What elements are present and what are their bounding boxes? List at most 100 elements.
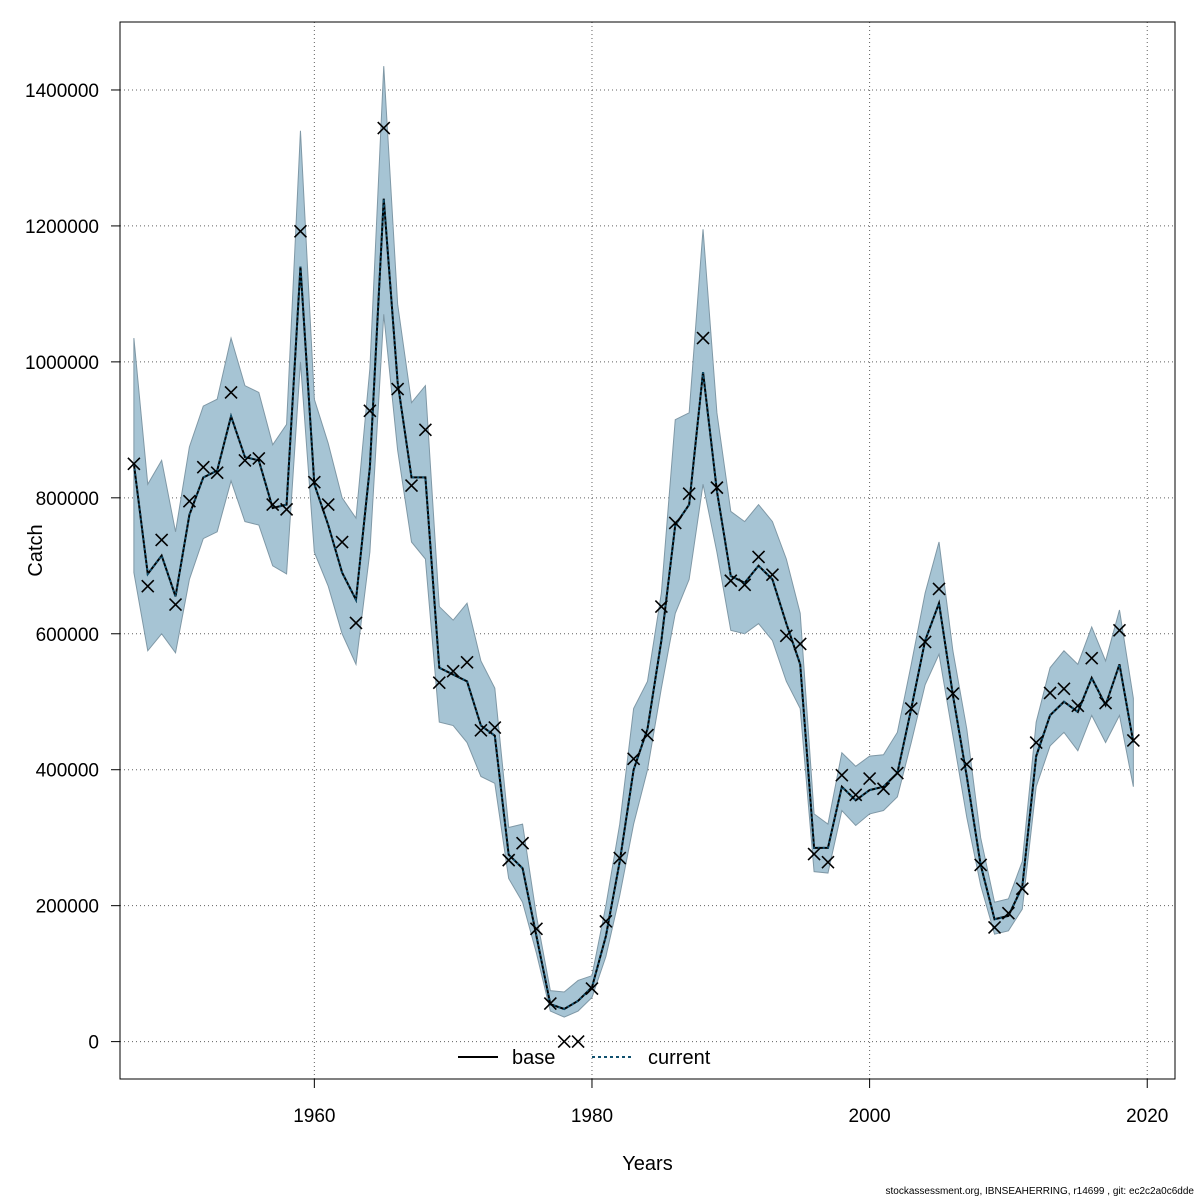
obs-point-2004 bbox=[918, 635, 932, 649]
legend-current-label: current bbox=[648, 1047, 711, 1069]
obs-point-2002 bbox=[890, 766, 904, 780]
obs-point-1948 bbox=[141, 579, 155, 593]
y-tick-label-0: 0 bbox=[88, 1033, 99, 1054]
x-tick-label-2: 2000 bbox=[848, 1106, 890, 1127]
obs-point-1981 bbox=[599, 914, 613, 928]
obs-point-1949 bbox=[155, 533, 169, 547]
obs-point-1961 bbox=[321, 498, 335, 512]
x-tick-label-1: 1980 bbox=[571, 1106, 613, 1127]
obs-point-1979 bbox=[571, 1035, 585, 1049]
obs-point-2003 bbox=[904, 701, 918, 716]
y-tick-label-7: 1400000 bbox=[25, 81, 99, 102]
obs-point-2017 bbox=[1099, 696, 1113, 710]
y-axis: 0 200000 400000 600000 800000 1000000 1200000 1… bbox=[25, 81, 120, 1054]
obs-point-1966 bbox=[391, 382, 405, 396]
obs-point-2001 bbox=[876, 782, 891, 796]
y-tick-label-4: 800000 bbox=[36, 489, 99, 510]
legend: base current bbox=[458, 1047, 711, 1069]
obs-point-1972 bbox=[474, 723, 488, 737]
obs-point-2006 bbox=[946, 687, 960, 701]
obs-point-1974 bbox=[502, 853, 516, 867]
obs-point-2018 bbox=[1112, 623, 1127, 637]
obs-point-1968 bbox=[418, 423, 432, 437]
obs-point-1986 bbox=[668, 516, 682, 530]
obs-point-1989 bbox=[710, 481, 724, 495]
obs-point-1999 bbox=[849, 788, 863, 802]
obs-point-1954 bbox=[224, 385, 238, 400]
x-tick-label-3: 2020 bbox=[1126, 1106, 1168, 1127]
y-tick-label-1: 200000 bbox=[36, 897, 99, 918]
y-tick-label-6: 1200000 bbox=[25, 217, 99, 238]
obs-point-1995 bbox=[793, 637, 807, 651]
obs-point-1973 bbox=[488, 721, 502, 735]
obs-point-1953 bbox=[210, 466, 224, 480]
obs-point-1994 bbox=[779, 629, 793, 643]
obs-point-2009 bbox=[987, 920, 1002, 934]
obs-point-1983 bbox=[627, 752, 641, 766]
plot-frame bbox=[119, 21, 1176, 1080]
obs-point-2010 bbox=[1001, 906, 1015, 920]
obs-point-1956 bbox=[252, 451, 266, 465]
obs-point-2008 bbox=[974, 858, 988, 872]
obs-point-1990 bbox=[724, 574, 738, 588]
obs-point-1991 bbox=[738, 578, 752, 592]
obs-point-1982 bbox=[613, 851, 627, 865]
obs-point-1987 bbox=[682, 487, 696, 501]
obs-point-1977 bbox=[543, 996, 557, 1011]
obs-point-1963 bbox=[349, 616, 363, 630]
obs-point-2012 bbox=[1029, 735, 1043, 750]
obs-point-1969 bbox=[432, 676, 446, 690]
obs-point-1960 bbox=[307, 475, 321, 489]
series-lines bbox=[132, 198, 1135, 1011]
obs-point-1998 bbox=[835, 768, 849, 782]
obs-point-1958 bbox=[280, 502, 294, 516]
obs-point-2019 bbox=[1126, 733, 1140, 748]
confidence-band bbox=[133, 66, 1134, 1018]
obs-point-1971 bbox=[460, 655, 474, 669]
obs-point-2016 bbox=[1085, 651, 1099, 665]
obs-point-1967 bbox=[404, 479, 419, 493]
series-line-current bbox=[132, 198, 1135, 1011]
y-tick-label-5: 1000000 bbox=[25, 353, 99, 374]
obs-point-1976 bbox=[529, 922, 544, 936]
obs-point-2011 bbox=[1015, 882, 1029, 896]
obs-point-1984 bbox=[640, 728, 655, 742]
obs-point-2014 bbox=[1057, 682, 1071, 696]
obs-point-1951 bbox=[182, 494, 196, 508]
confidence-band-area bbox=[133, 66, 1134, 1018]
obs-point-2015 bbox=[1071, 699, 1085, 713]
obs-point-1957 bbox=[266, 498, 280, 512]
obs-point-1962 bbox=[335, 535, 349, 549]
obs-point-1978 bbox=[557, 1035, 571, 1049]
obs-point-1988 bbox=[696, 331, 710, 345]
obs-point-1996 bbox=[807, 847, 821, 861]
obs-point-1997 bbox=[821, 855, 835, 869]
legend-base-label: base bbox=[512, 1047, 555, 1069]
obs-point-2000 bbox=[863, 771, 877, 786]
observation-markers bbox=[127, 121, 1140, 1049]
y-tick-label-3: 600000 bbox=[36, 625, 99, 646]
obs-point-2007 bbox=[960, 757, 974, 771]
obs-point-1980 bbox=[585, 982, 599, 996]
obs-point-1952 bbox=[196, 460, 210, 474]
x-axis-title: Years bbox=[622, 1153, 672, 1175]
obs-point-1955 bbox=[238, 453, 252, 467]
y-axis-title: Catch bbox=[25, 524, 47, 576]
x-tick-label-0: 1960 bbox=[293, 1106, 335, 1127]
obs-point-1992 bbox=[751, 550, 766, 564]
y-tick-label-2: 400000 bbox=[36, 761, 99, 782]
obs-point-2013 bbox=[1043, 686, 1057, 700]
obs-point-1985 bbox=[654, 600, 668, 614]
obs-point-1964 bbox=[363, 404, 377, 418]
obs-point-1975 bbox=[516, 836, 530, 850]
footer-credit: stockassessment.org, IBNSEAHERRING, r146… bbox=[885, 1186, 1194, 1197]
obs-point-2005 bbox=[932, 582, 946, 596]
obs-point-1965 bbox=[377, 121, 391, 135]
x-axis: 1960 1980 2000 2020 bbox=[293, 1079, 1168, 1127]
obs-point-1993 bbox=[765, 568, 779, 582]
obs-point-1959 bbox=[293, 224, 308, 238]
obs-point-1950 bbox=[168, 597, 183, 612]
obs-point-1970 bbox=[446, 664, 460, 678]
obs-point-1947 bbox=[127, 457, 141, 471]
